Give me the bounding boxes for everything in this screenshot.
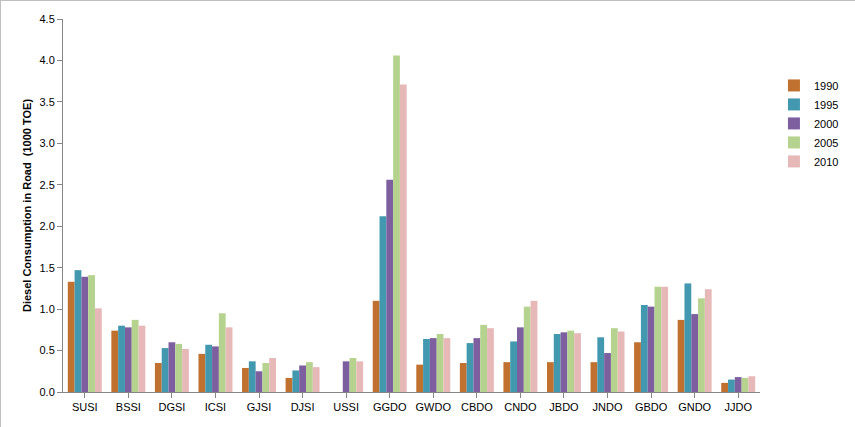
svg-text:1995: 1995 <box>814 99 838 111</box>
svg-text:1.5: 1.5 <box>40 262 55 274</box>
svg-text:2.5: 2.5 <box>40 179 55 191</box>
svg-text:0.5: 0.5 <box>40 344 55 356</box>
svg-text:2.0: 2.0 <box>40 220 55 232</box>
svg-text:1990: 1990 <box>814 80 838 92</box>
svg-text:0.0: 0.0 <box>40 386 55 398</box>
svg-text:CNDO: CNDO <box>504 401 537 413</box>
svg-text:JJDO: JJDO <box>724 401 752 413</box>
svg-text:GWDO: GWDO <box>416 401 452 413</box>
svg-text:BSSI: BSSI <box>116 401 141 413</box>
svg-text:CBDO: CBDO <box>461 401 493 413</box>
svg-text:4.0: 4.0 <box>40 54 55 66</box>
svg-text:GJSI: GJSI <box>247 401 271 413</box>
svg-text:GGDO: GGDO <box>373 401 407 413</box>
svg-text:DGSI: DGSI <box>158 401 185 413</box>
svg-text:USSI: USSI <box>333 401 359 413</box>
svg-text:ICSI: ICSI <box>205 401 226 413</box>
svg-text:3.5: 3.5 <box>40 96 55 108</box>
svg-text:SUSI: SUSI <box>72 401 98 413</box>
svg-text:1.0: 1.0 <box>40 303 55 315</box>
svg-text:4.5: 4.5 <box>40 13 55 25</box>
svg-text:GNDO: GNDO <box>678 401 711 413</box>
svg-text:GBDO: GBDO <box>635 401 668 413</box>
svg-text:Diesel Consumption in Road (1: Diesel Consumption in Road (1000 TOE) <box>21 99 33 312</box>
svg-text:JBDO: JBDO <box>549 401 579 413</box>
svg-text:DJSI: DJSI <box>291 401 315 413</box>
svg-text:3.0: 3.0 <box>40 137 55 149</box>
svg-text:2005: 2005 <box>814 137 838 149</box>
svg-text:2010: 2010 <box>814 156 838 168</box>
svg-text:JNDO: JNDO <box>593 401 623 413</box>
svg-text:2000: 2000 <box>814 118 838 130</box>
